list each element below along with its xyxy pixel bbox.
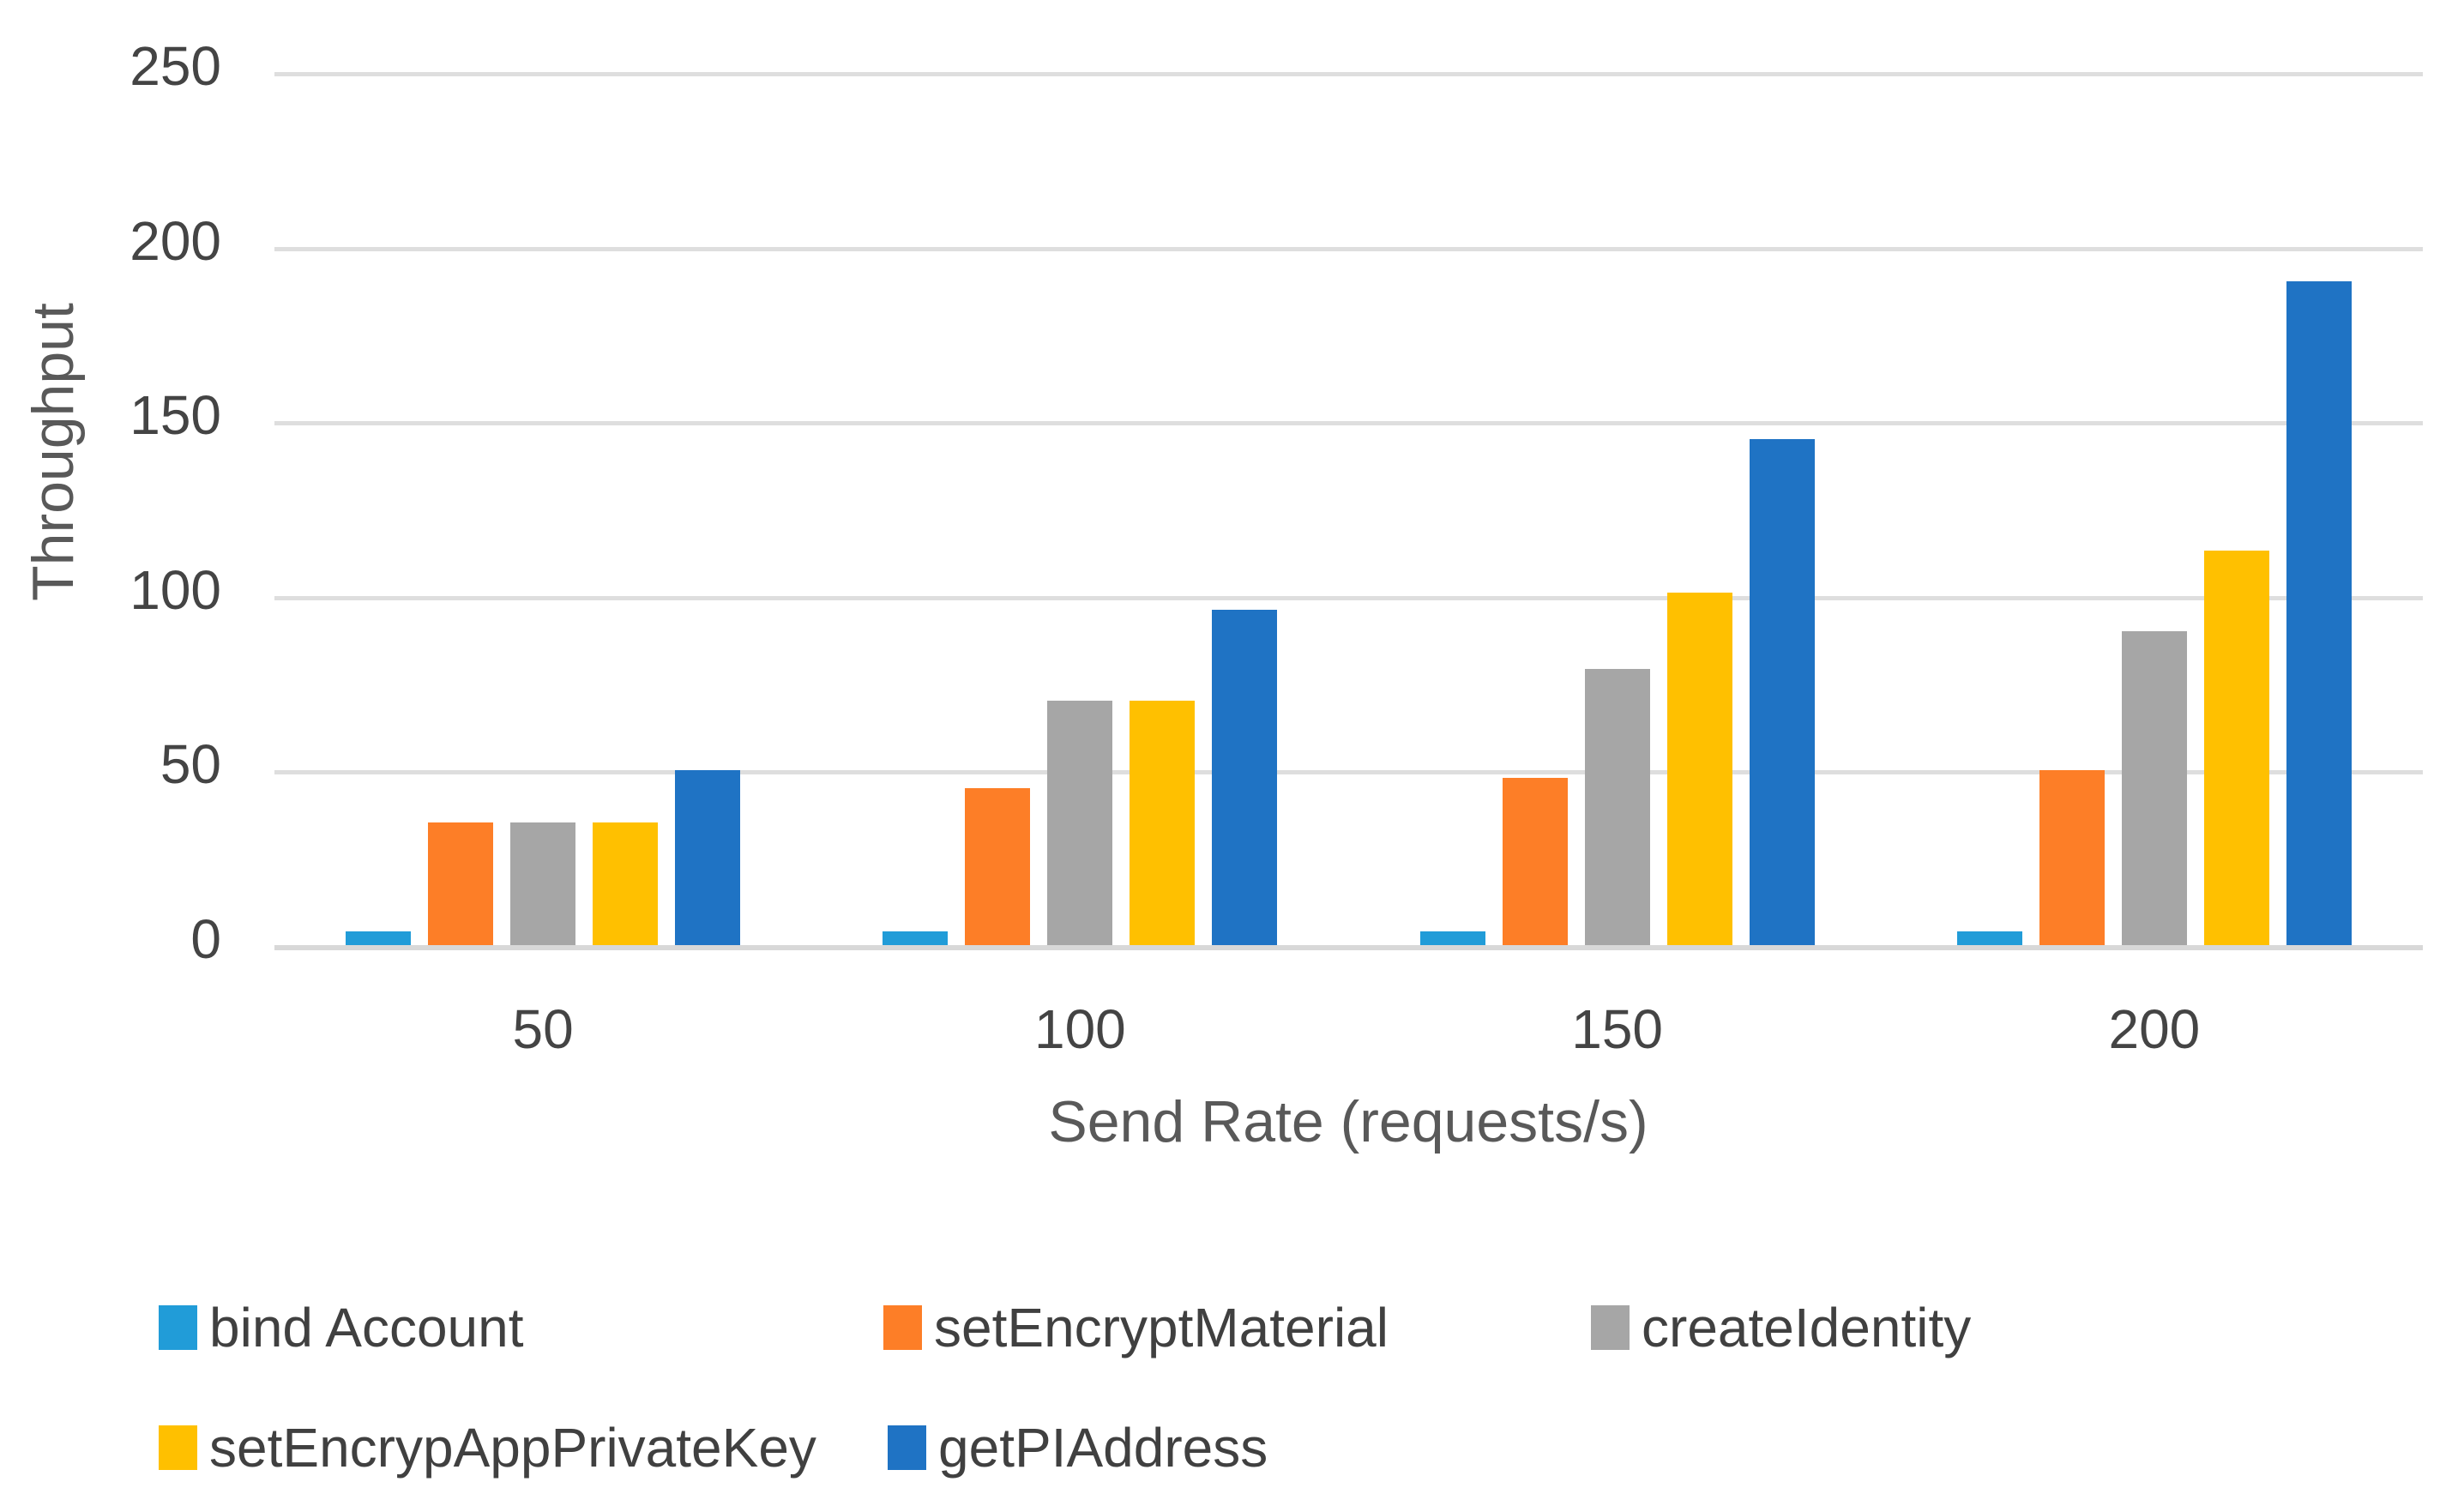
bar-createidentity-200	[2121, 630, 2187, 945]
bar-createidentity-50	[510, 822, 576, 945]
x-axis-line	[274, 945, 2423, 950]
gridline	[274, 770, 2423, 775]
legend-item-getpiaddress: getPIAddress	[888, 1420, 1268, 1475]
legend-label: bind Account	[209, 1297, 524, 1358]
gridline	[274, 246, 2423, 251]
legend-label: setEncryptMaterial	[934, 1297, 1389, 1358]
bar-createidentity-100	[1047, 700, 1113, 945]
bar-createidentity-150	[1584, 669, 1650, 945]
y-tick-label: 250	[130, 35, 221, 97]
x-tick-label: 200	[2108, 998, 2201, 1060]
bar-setencryptmaterial-100	[965, 787, 1031, 945]
y-tick-label: 0	[190, 908, 221, 970]
x-axis-title: Send Rate (requests/s)	[1048, 1089, 1648, 1154]
x-tick-label: 150	[1571, 998, 1664, 1060]
bar-getpiaddress-150	[1749, 438, 1815, 945]
legend-item-setencrypappprivatekey: setEncrypAppPrivateKey	[159, 1420, 816, 1475]
y-tick-label: 200	[130, 209, 221, 272]
legend-swatch-bind-account	[159, 1305, 197, 1350]
legend-swatch-setencryptmaterial	[883, 1305, 922, 1350]
legend-item-createidentity: createIdentity	[1591, 1300, 1971, 1355]
bar-setencrypappprivatekey-100	[1130, 700, 1196, 945]
legend-swatch-createidentity	[1591, 1305, 1630, 1350]
bar-setencryptmaterial-200	[2039, 770, 2105, 945]
bar-setencryptmaterial-150	[1502, 777, 1568, 945]
legend-label: createIdentity	[1642, 1297, 1972, 1358]
bar-bind-account-100	[883, 931, 949, 945]
y-tick-label: 50	[160, 733, 221, 796]
bar-setencryptmaterial-50	[428, 822, 494, 945]
bar-bind-account-150	[1419, 931, 1485, 945]
bar-setencrypappprivatekey-50	[593, 822, 659, 945]
y-tick-label: 150	[130, 384, 221, 447]
x-tick-label: 50	[512, 998, 574, 1060]
gridline	[274, 72, 2423, 76]
gridline	[274, 421, 2423, 426]
bar-getpiaddress-100	[1212, 610, 1278, 945]
bar-setencrypappprivatekey-200	[2203, 550, 2269, 945]
y-tick-label: 100	[130, 558, 221, 621]
bar-setencrypappprivatekey-150	[1666, 592, 1732, 945]
legend-swatch-getpiaddress	[888, 1425, 926, 1470]
legend-label: getPIAddress	[938, 1417, 1268, 1479]
x-tick-label: 100	[1033, 998, 1126, 1060]
bar-bind-account-50	[346, 931, 412, 945]
legend-label: setEncrypAppPrivateKey	[209, 1417, 816, 1479]
bar-bind-account-200	[1956, 931, 2022, 945]
legend-item-bind-account: bind Account	[159, 1300, 524, 1355]
gridline	[274, 595, 2423, 600]
legend-swatch-setencrypappprivatekey	[159, 1425, 197, 1470]
bar-getpiaddress-50	[675, 770, 741, 945]
legend-item-setencryptmaterial: setEncryptMaterial	[883, 1300, 1389, 1355]
bar-getpiaddress-200	[2286, 281, 2352, 945]
